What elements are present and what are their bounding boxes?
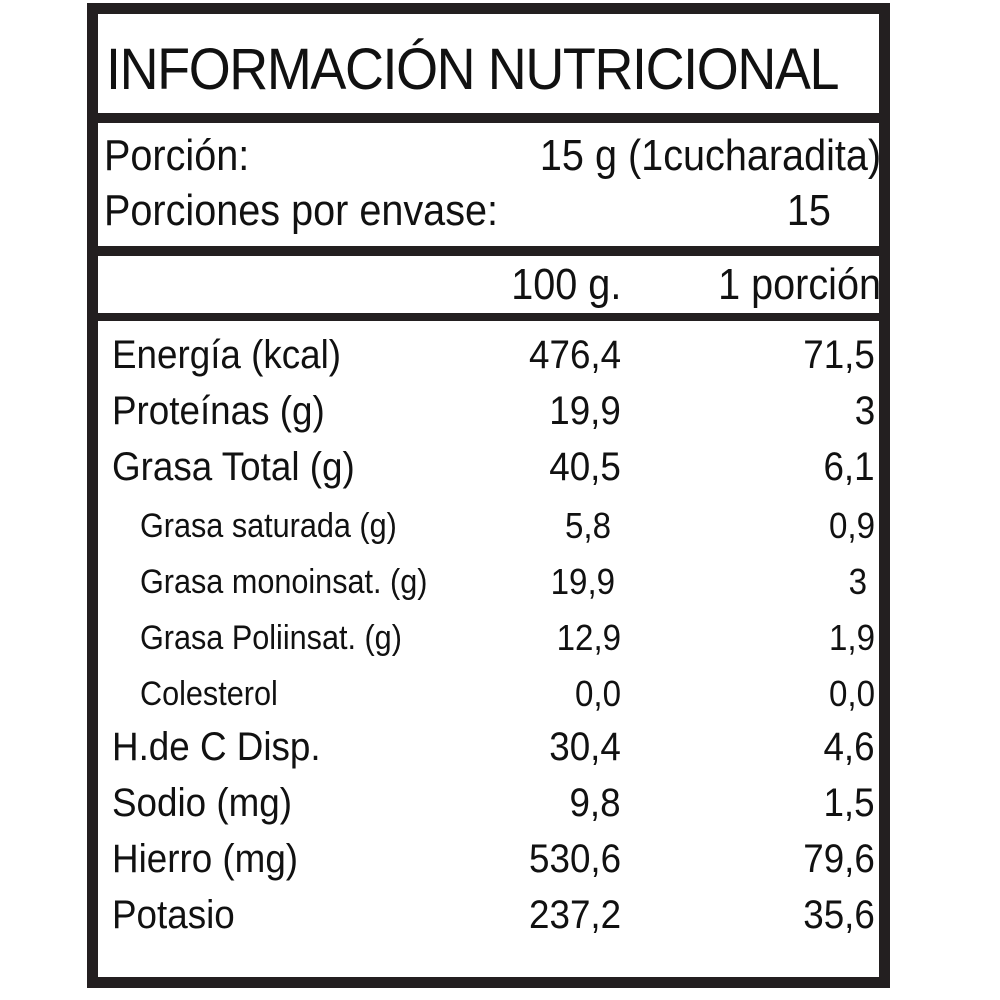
nutrient-name: Proteínas (g) (112, 389, 325, 433)
nutrient-value-100g: 19,9 (550, 561, 615, 602)
nutrient-row-iron: Hierro (mg) 530,6 79,6 (98, 837, 879, 893)
nutrient-name: Hierro (mg) (112, 837, 299, 881)
nutrient-value-100g: 19,9 (549, 389, 621, 433)
nutrient-name: Grasa monoinsat. (g) (140, 563, 428, 601)
serving-section: Porción: 15 g (1cucharadita) Porciones p… (98, 123, 881, 246)
nutrient-row-potassium: Potasio 237,2 35,6 (98, 893, 879, 949)
nutrient-row-sodium: Sodio (mg) 9,8 1,5 (98, 781, 879, 837)
nutrient-name: Sodio (mg) (112, 781, 292, 825)
servings-per-container-value: 15 (786, 186, 831, 235)
nutrient-value-serving: 1,5 (823, 781, 875, 825)
nutrient-value-100g: 12,9 (556, 617, 621, 658)
portion-label: Porción: (104, 131, 250, 180)
nutrient-value-serving: 1,9 (828, 617, 875, 658)
column-header-per-100g: 100 g. (510, 260, 621, 309)
nutrient-row-total-fat: Grasa Total (g) 40,5 6,1 (98, 445, 879, 501)
nutrient-value-serving: 3 (848, 561, 867, 602)
nutrient-value-serving: 0,0 (828, 673, 875, 714)
nutrient-row-polyunsaturated-fat: Grasa Poliinsat. (g) 12,9 1,9 (98, 613, 879, 669)
column-header-section: 100 g. 1 porción (98, 256, 881, 313)
nutrient-value-100g: 530,6 (528, 837, 621, 881)
nutrient-name: H.de C Disp. (112, 725, 321, 769)
portion-value: 15 g (1cucharadita) (539, 131, 881, 180)
nutrient-value-serving: 79,6 (803, 837, 875, 881)
nutrient-name: Grasa Total (g) (112, 445, 355, 489)
nutrient-value-100g: 5,8 (564, 505, 611, 546)
nutrient-value-serving: 4,6 (823, 725, 875, 769)
servings-per-container-row: Porciones por envase: 15 (104, 186, 879, 242)
column-header-per-serving: 1 porción (718, 260, 881, 309)
nutrient-value-serving: 3 (854, 389, 875, 433)
label-title: INFORMACIÓN NUTRICIONAL (106, 37, 839, 102)
nutrient-name: Energía (kcal) (112, 333, 342, 377)
nutrient-row-carbohydrates: H.de C Disp. 30,4 4,6 (98, 725, 879, 781)
nutrient-value-100g: 237,2 (528, 893, 621, 937)
nutrient-row-protein: Proteínas (g) 19,9 3 (98, 389, 879, 445)
nutrient-value-serving: 0,9 (828, 505, 875, 546)
nutrient-name: Colesterol (140, 675, 278, 713)
portion-row: Porción: 15 g (1cucharadita) (104, 131, 881, 187)
nutrient-name: Grasa Poliinsat. (g) (140, 619, 402, 657)
nutrient-value-serving: 71,5 (803, 333, 875, 377)
nutrient-value-serving: 35,6 (803, 893, 875, 937)
nutrient-row-energy: Energía (kcal) 476,4 71,5 (98, 333, 879, 389)
servings-per-container-label: Porciones por envase: (104, 186, 499, 235)
nutrient-name: Grasa saturada (g) (140, 507, 397, 545)
title-section: INFORMACIÓN NUTRICIONAL (98, 14, 879, 113)
nutrient-value-100g: 476,4 (528, 333, 621, 377)
nutrient-value-100g: 40,5 (549, 445, 621, 489)
nutrient-value-serving: 6,1 (823, 445, 875, 489)
nutrient-value-100g: 0,0 (574, 673, 621, 714)
nutrient-value-100g: 9,8 (569, 781, 621, 825)
nutrient-row-cholesterol: Colesterol 0,0 0,0 (98, 669, 879, 725)
nutrient-row-saturated-fat: Grasa saturada (g) 5,8 0,9 (98, 501, 879, 557)
nutrient-name: Potasio (112, 893, 235, 937)
nutrient-row-monounsaturated-fat: Grasa monoinsat. (g) 19,9 3 (98, 557, 879, 613)
nutrient-value-100g: 30,4 (549, 725, 621, 769)
nutrient-table: Energía (kcal) 476,4 71,5 Proteínas (g) … (98, 321, 879, 977)
nutrition-label-frame: INFORMACIÓN NUTRICIONAL Porción: 15 g (1… (87, 3, 890, 988)
